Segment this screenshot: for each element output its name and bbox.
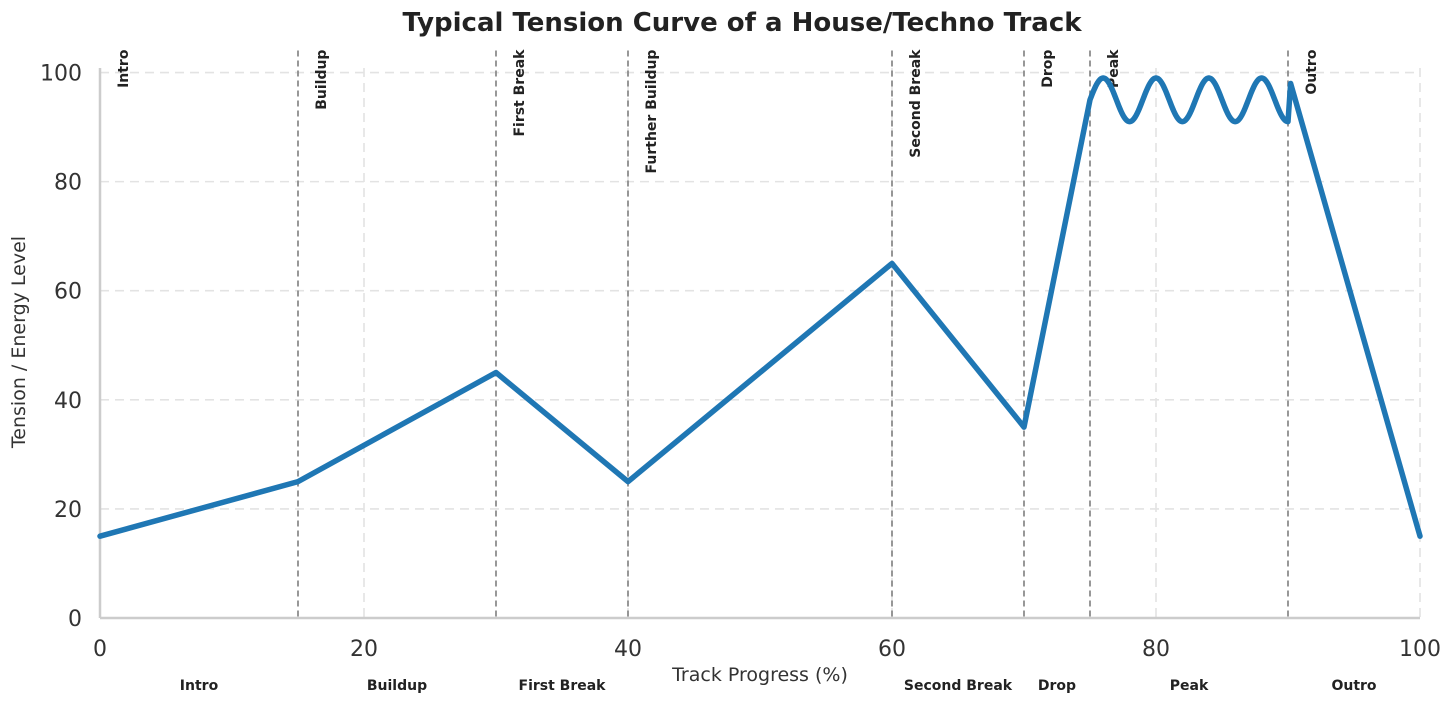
x-tick-label: 60: [878, 637, 906, 662]
bottom-section-label: Outro: [1331, 678, 1376, 694]
y-tick-label: 100: [40, 62, 82, 87]
section-label: Buildup: [314, 50, 330, 110]
x-tick-label: 100: [1399, 637, 1441, 662]
tick-labels: 0 20 40 60 80 100 0 20 40 60 80 100: [40, 62, 1441, 662]
section-label: Second Break: [908, 49, 924, 158]
x-tick-label: 40: [614, 637, 642, 662]
y-axis-label: Tension / Energy Level: [8, 236, 30, 449]
bottom-section-label: Peak: [1170, 678, 1209, 694]
bottom-section-labels: Intro Buildup First Break Second Break Drop P…: [180, 678, 1377, 694]
section-label: First Break: [512, 49, 528, 137]
bottom-section-label: Intro: [180, 678, 219, 694]
y-tick-label: 20: [54, 498, 82, 523]
bottom-section-label: First Break: [519, 678, 607, 694]
x-tick-label: 20: [350, 637, 378, 662]
y-tick-label: 40: [54, 389, 82, 414]
bottom-section-label: Second Break: [904, 678, 1013, 694]
y-tick-label: 80: [54, 171, 82, 196]
section-label: Further Buildup: [644, 50, 660, 174]
chart-title: Typical Tension Curve of a House/Techno …: [402, 8, 1082, 38]
tension-curve-line: [97, 75, 1423, 539]
y-tick-label: 0: [68, 607, 82, 632]
section-markers: Intro Buildup First Break Further Buildup Se…: [116, 49, 1320, 618]
section-label: Outro: [1304, 49, 1320, 94]
x-tick-label: 80: [1142, 637, 1170, 662]
axes: [98, 68, 1420, 620]
y-tick-label: 60: [54, 280, 82, 305]
series-layer: [97, 75, 1423, 539]
section-label: Drop: [1040, 50, 1056, 88]
x-tick-label: 0: [93, 637, 107, 662]
section-label: Peak: [1106, 49, 1122, 88]
x-axis-label: Track Progress (%): [671, 664, 848, 686]
section-label: Intro: [116, 49, 132, 88]
bottom-section-label: Buildup: [367, 678, 427, 694]
bottom-section-label: Drop: [1038, 678, 1076, 694]
